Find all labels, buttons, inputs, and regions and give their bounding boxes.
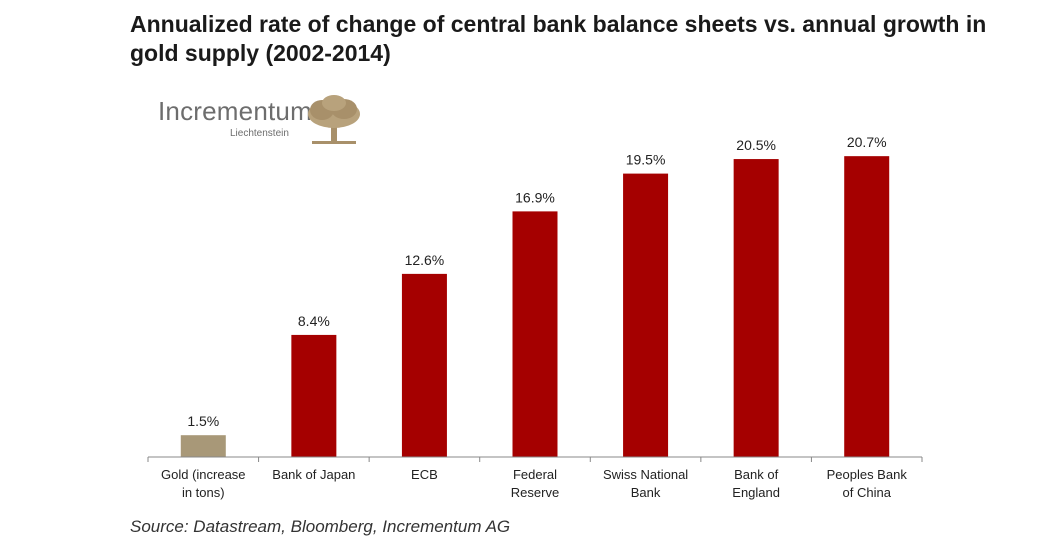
bar	[291, 334, 337, 457]
x-tick-label: Gold (increase in tons)	[161, 467, 246, 500]
x-tick-label: ECB	[411, 467, 438, 482]
data-label: 8.4%	[298, 313, 330, 329]
x-tick-label: Peoples Bank of China	[827, 467, 908, 500]
bar	[180, 435, 226, 457]
chart-title: Annualized rate of change of central ban…	[130, 11, 987, 66]
data-label: 12.6%	[405, 252, 445, 268]
source-note: Source: Datastream, Bloomberg, Increment…	[130, 517, 511, 536]
data-label: 1.5%	[187, 413, 219, 429]
logo-subtitle: Liechtenstein	[230, 128, 289, 139]
data-label: 19.5%	[626, 152, 666, 168]
oak-tree-icon	[308, 95, 360, 144]
incrementum-logo: Incrementum Liechtenstein	[158, 95, 368, 152]
logo-name: Incrementum	[158, 96, 312, 126]
x-tick-label: Bank of Japan	[272, 467, 355, 482]
bar	[733, 159, 779, 458]
data-label: 20.7%	[847, 134, 887, 150]
bar	[623, 173, 669, 457]
bar	[401, 273, 447, 457]
x-tick-label: Federal Reserve	[511, 467, 559, 500]
data-label: 16.9%	[515, 189, 555, 205]
bar	[512, 211, 558, 457]
x-tick-label: Bank of England	[732, 467, 780, 500]
bar	[844, 156, 890, 457]
data-label: 20.5%	[736, 137, 776, 153]
x-tick-label: Swiss National Bank	[603, 467, 688, 500]
